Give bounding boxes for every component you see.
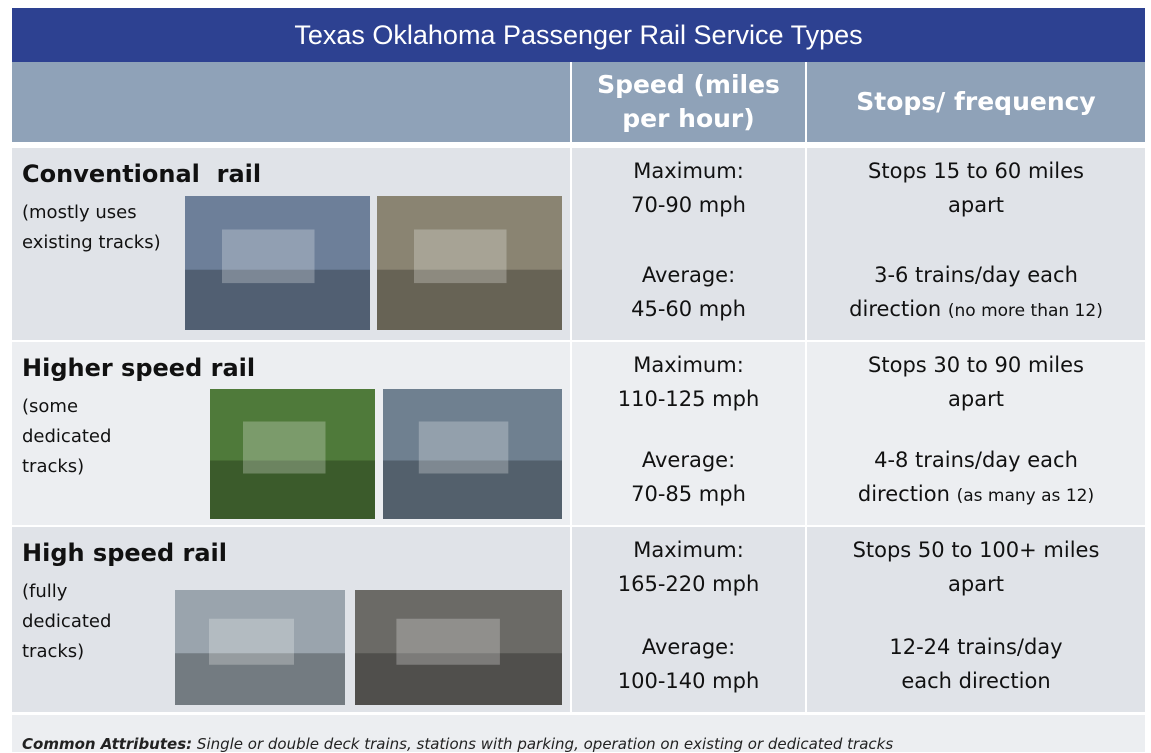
speed-cell: Maximum: 70-90 mph Average: 45-60 mph [572,148,805,340]
row-name-cell: High speed rail (fully dedicated tracks) [12,527,570,712]
stops-cell: Stops 15 to 60 miles apart 3-6 trains/day… [807,148,1145,340]
footer-text: Single or double deck trains, stations w… [196,735,894,753]
trains-note: (as many as 12) [956,486,1095,506]
stops: Stops 30 to 90 miles apart [868,353,1084,411]
speed-cell: Maximum: 110-125 mph Average: 70-85 mph [572,342,805,525]
photo [185,196,370,330]
service-note: (mostly uses existing tracks) [22,202,161,253]
service-name: Higher speed rail [22,354,256,382]
avg-speed: 100-140 mph [617,669,760,693]
photo [355,590,562,705]
max-speed: 110-125 mph [617,387,760,411]
trains: 4-8 trains/day each direction [857,448,1078,506]
trains: 12-24 trains/day each direction [889,635,1063,693]
max-label: Maximum: [633,538,744,562]
trains-note: (no more than 12) [947,301,1103,321]
photo [175,590,345,705]
row-name-cell: Conventional rail (mostly uses existing t… [12,148,570,340]
photo [210,389,375,519]
avg-speed: 70-85 mph [631,482,746,506]
stops: Stops 50 to 100+ miles apart [852,538,1100,596]
stops-cell: Stops 50 to 100+ miles apart 12-24 trains… [807,527,1145,712]
footer: Common Attributes: Single or double deck… [12,715,1145,753]
speed-cell: Maximum: 165-220 mph Average: 100-140 mph [572,527,805,712]
trains-block: 3-6 trains/day each direction (no more t… [807,258,1145,328]
photo [383,389,562,519]
avg-label: Average: [641,263,736,287]
trains: 3-6 trains/day each direction [849,263,1078,321]
service-name: High speed rail [22,539,227,567]
service-name: Conventional rail [22,160,262,188]
max-speed: 70-90 mph [631,193,746,217]
title: Texas Oklahoma Passenger Rail Service Ty… [12,8,1145,62]
header-stops: Stops/ frequency [807,62,1145,142]
trains-block: 12-24 trains/day each direction [807,630,1145,698]
max-label: Maximum: [633,353,744,377]
service-note: (some dedicated tracks) [22,396,112,477]
max-label: Maximum: [633,159,744,183]
avg-label: Average: [641,635,736,659]
stops-cell: Stops 30 to 90 miles apart 4-8 trains/day… [807,342,1145,525]
header-speed: Speed (miles per hour) [572,62,805,142]
footer-label: Common Attributes: [22,735,193,753]
photo [377,196,562,330]
service-note: (fully dedicated tracks) [22,581,112,662]
avg-speed: 45-60 mph [631,297,746,321]
trains-block: 4-8 trains/day each direction (as many a… [807,443,1145,513]
avg-label: Average: [641,448,736,472]
max-speed: 165-220 mph [617,572,760,596]
stops: Stops 15 to 60 miles apart [868,159,1084,217]
row-name-cell: Higher speed rail (some dedicated tracks) [12,342,570,525]
header-blank [12,62,570,142]
